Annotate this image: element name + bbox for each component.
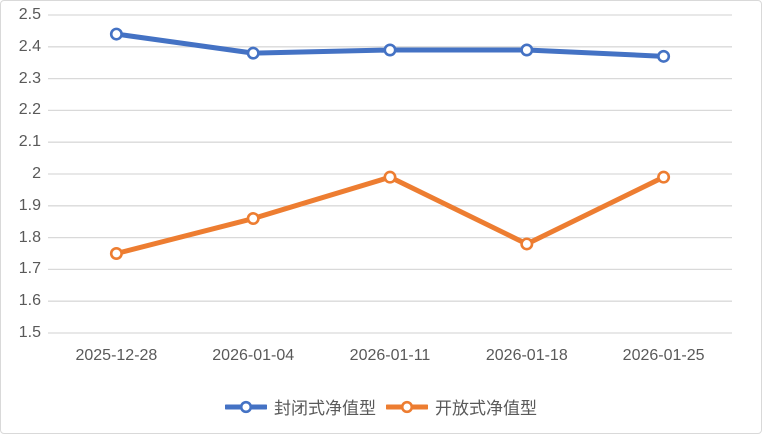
x-axis-tick-label: 2025-12-28 xyxy=(75,347,158,364)
legend-label: 封闭式净值型 xyxy=(274,399,376,418)
y-axis-tick-label: 2.2 xyxy=(18,101,41,119)
y-axis-tick-label: 2.4 xyxy=(18,37,41,55)
data-point-marker-1 xyxy=(383,170,397,184)
data-point-marker-1 xyxy=(109,247,123,261)
y-axis-tick-label: 2 xyxy=(32,165,41,182)
x-axis-tick-label: 2026-01-04 xyxy=(212,347,295,364)
y-axis-tick-label: 2.3 xyxy=(18,69,41,87)
y-axis-tick-label: 2.1 xyxy=(18,133,41,151)
x-axis-tick-label: 2026-01-11 xyxy=(349,347,431,364)
y-axis-tick-label: 1.6 xyxy=(18,292,41,310)
data-point-marker-0 xyxy=(246,46,260,60)
y-axis-tick-label: 1.8 xyxy=(18,228,41,246)
legend-label: 开放式净值型 xyxy=(435,399,537,418)
data-point-marker-0 xyxy=(109,27,123,41)
y-axis-tick-label: 2.5 xyxy=(18,6,41,23)
data-point-marker-1 xyxy=(520,237,534,251)
legend-marker-icon xyxy=(225,400,267,413)
data-point-marker-0 xyxy=(383,43,397,57)
legend: 封闭式净值型 开放式净值型 xyxy=(1,394,761,419)
y-axis-tick-label: 1.9 xyxy=(18,196,41,214)
legend-marker-icon xyxy=(386,400,428,413)
y-axis-tick-label: 1.7 xyxy=(18,260,41,278)
legend-item-0: 封闭式净值型 xyxy=(225,394,376,419)
x-axis-tick-label: 2026-01-18 xyxy=(485,347,568,364)
data-point-marker-1 xyxy=(657,170,671,184)
data-point-marker-1 xyxy=(246,212,260,226)
data-point-marker-0 xyxy=(657,49,671,63)
data-point-marker-0 xyxy=(520,43,534,57)
legend-item-1: 开放式净值型 xyxy=(386,394,537,419)
x-axis-tick-label: 2026-01-25 xyxy=(622,347,705,364)
series-line-1 xyxy=(113,174,667,256)
y-axis-tick-label: 1.5 xyxy=(18,324,41,341)
